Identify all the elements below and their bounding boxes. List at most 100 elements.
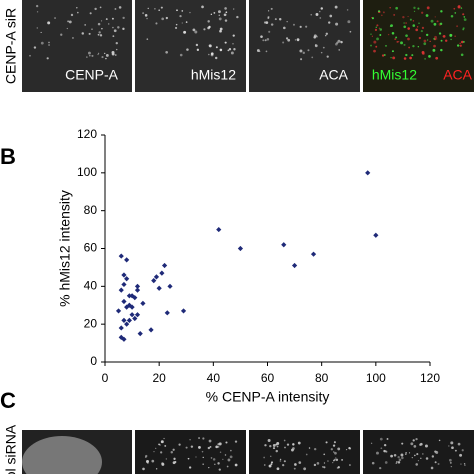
speckle	[232, 43, 234, 45]
speckle	[219, 29, 222, 33]
data-point	[151, 278, 157, 284]
speckle	[176, 9, 178, 12]
x-tick-label: 0	[102, 371, 109, 385]
speckle	[390, 24, 393, 27]
speckle	[382, 11, 385, 14]
speckle	[286, 20, 288, 23]
speckle	[111, 17, 114, 20]
speckle	[416, 26, 419, 28]
speckle	[460, 463, 462, 465]
speckle	[279, 458, 282, 461]
speckle	[437, 462, 440, 465]
speckle	[393, 14, 396, 16]
speckle	[48, 41, 50, 44]
speckle	[272, 447, 276, 450]
speckle	[262, 39, 265, 42]
speckle	[378, 27, 381, 29]
speckle	[463, 18, 467, 21]
speckle	[218, 10, 221, 14]
speckle	[381, 54, 385, 57]
speckle	[46, 57, 49, 60]
speckle	[145, 454, 148, 458]
data-point	[118, 325, 124, 331]
data-point	[159, 270, 165, 276]
speckle	[225, 441, 228, 444]
speckle	[35, 4, 39, 8]
speckle	[112, 35, 115, 38]
speckle	[407, 37, 410, 41]
speckle	[151, 459, 155, 463]
speckle	[115, 41, 118, 45]
speckle	[395, 6, 398, 10]
speckle	[210, 13, 213, 16]
speckle	[379, 34, 382, 36]
speckle	[267, 17, 270, 19]
speckle	[373, 49, 376, 53]
speckle	[384, 450, 388, 453]
speckle	[217, 445, 220, 448]
speckle	[212, 458, 216, 461]
speckle	[29, 54, 31, 57]
data-point	[118, 287, 124, 293]
speckle	[114, 8, 117, 10]
speckle	[186, 48, 189, 51]
speckle	[99, 6, 102, 9]
speckle	[160, 451, 163, 454]
speckle	[165, 16, 168, 20]
speckle	[100, 20, 103, 22]
speckle	[181, 10, 184, 12]
speckle	[230, 51, 234, 55]
speckle	[332, 444, 336, 447]
speckle	[337, 447, 341, 451]
y-tick-label: 60	[84, 241, 98, 255]
speckle	[158, 9, 161, 12]
speckle	[421, 51, 425, 54]
speckle	[412, 44, 415, 48]
channel-label: ACA	[319, 67, 348, 83]
speckle	[413, 454, 416, 457]
speckle	[433, 44, 436, 48]
speckle	[323, 466, 326, 469]
speckle	[179, 14, 182, 18]
speckle	[429, 40, 431, 43]
speckle	[146, 38, 149, 40]
speckle	[401, 456, 404, 460]
speckle	[436, 20, 439, 23]
speckle	[282, 41, 285, 44]
speckle	[410, 442, 414, 446]
speckle	[461, 449, 464, 452]
speckle	[189, 439, 191, 441]
speckle	[313, 447, 317, 451]
speckle	[192, 28, 196, 32]
speckle	[270, 463, 273, 466]
speckle	[122, 16, 125, 20]
speckle	[454, 449, 457, 452]
speckle	[400, 453, 404, 457]
speckle	[195, 43, 199, 47]
y-tick-label: 80	[84, 203, 98, 217]
data-point	[373, 232, 379, 238]
y-tick-label: 20	[84, 316, 98, 330]
speckle	[438, 439, 441, 442]
speckle	[457, 5, 461, 9]
speckle	[218, 17, 222, 21]
speckle	[105, 18, 108, 21]
speckle	[425, 457, 429, 460]
row-label: ol siRNA	[3, 424, 19, 474]
speckle	[84, 24, 87, 26]
speckle	[423, 42, 427, 46]
speckle	[421, 11, 424, 14]
speckle	[337, 466, 340, 469]
speckle	[70, 13, 74, 17]
speckle	[256, 49, 260, 52]
y-tick-label: 120	[77, 127, 97, 141]
speckle	[398, 458, 402, 462]
speckle	[401, 442, 404, 445]
y-tick-label: 100	[77, 165, 97, 179]
speckle	[265, 50, 268, 53]
speckle	[114, 54, 117, 56]
speckle	[407, 27, 411, 30]
speckle	[122, 27, 125, 31]
data-point	[132, 315, 138, 322]
speckle	[219, 48, 223, 52]
